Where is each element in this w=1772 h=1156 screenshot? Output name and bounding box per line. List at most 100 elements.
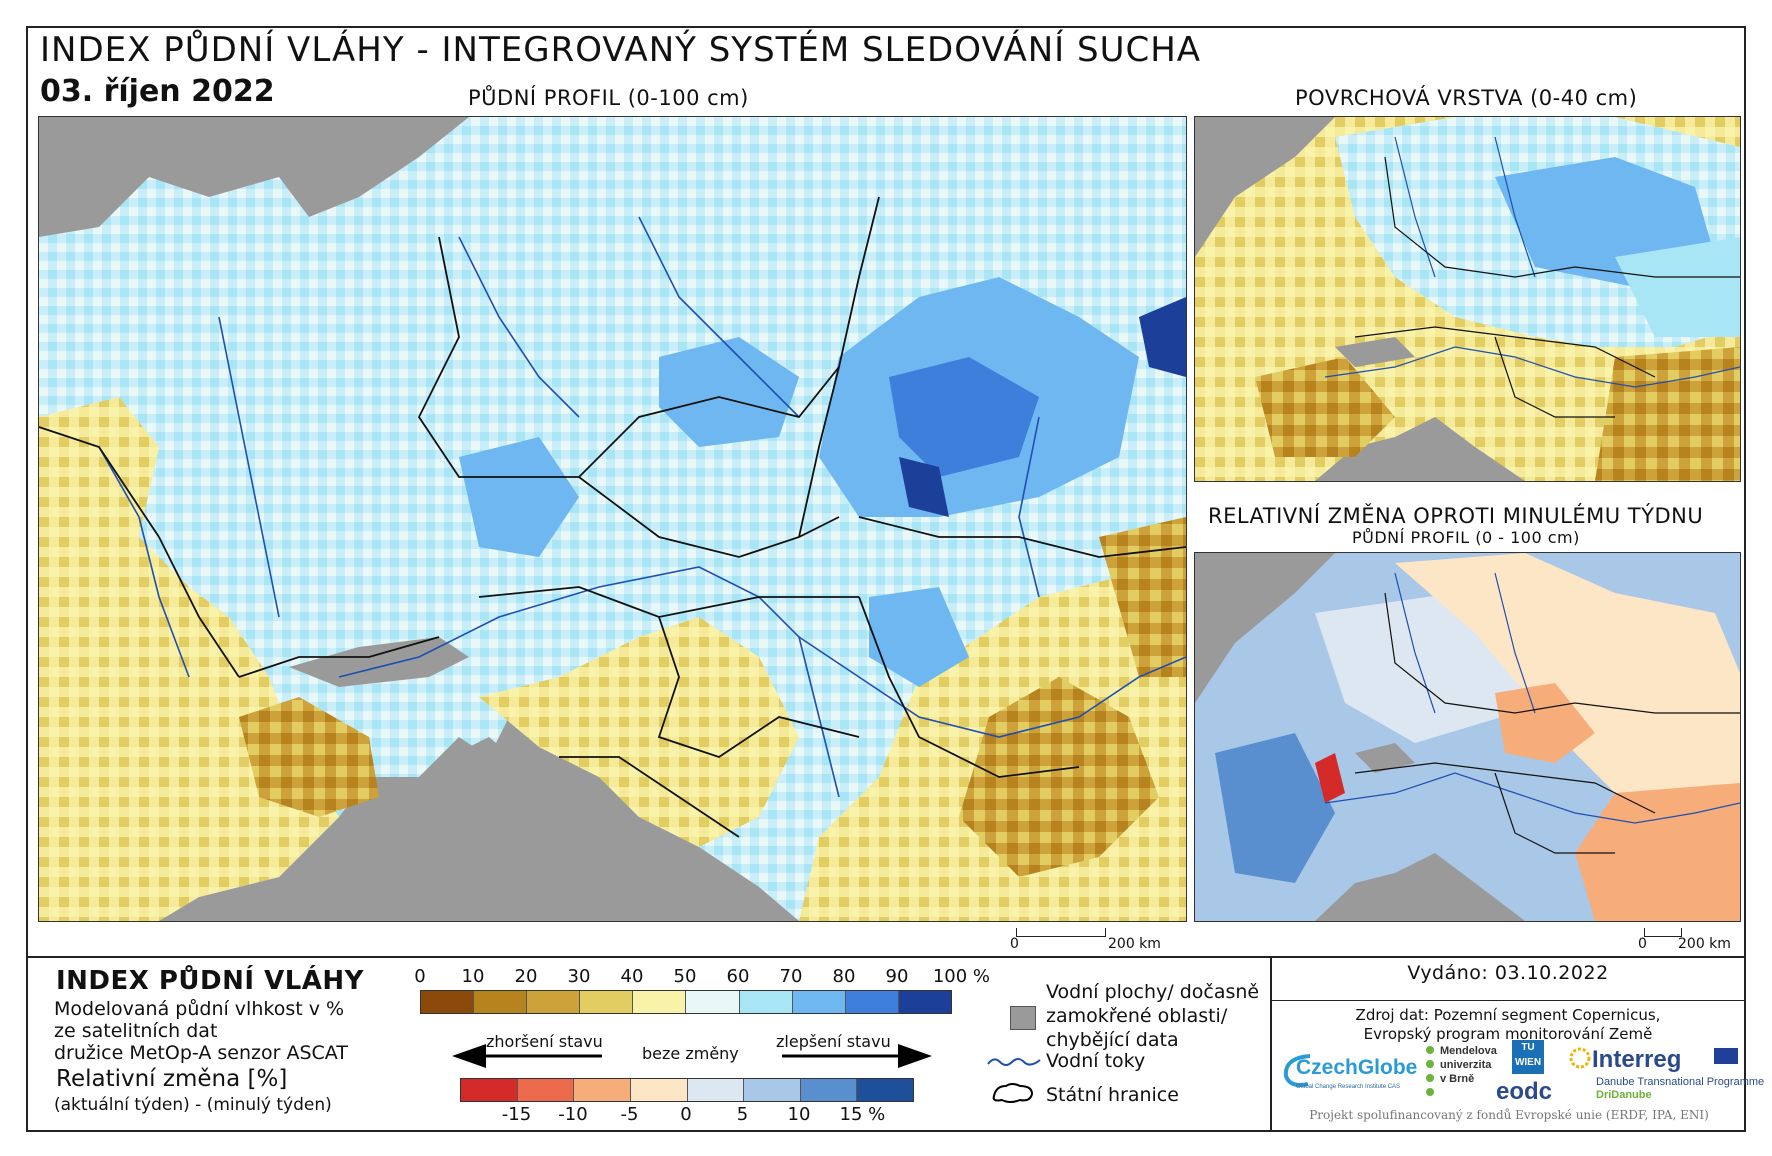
worsening-label: zhoršení stavu — [486, 1032, 603, 1051]
index-swatch — [844, 991, 898, 1013]
index-swatch — [685, 991, 739, 1013]
change-tick-label: 5 — [736, 1104, 749, 1125]
scale-zero-label: 0 — [1010, 936, 1019, 952]
main-map-graphic — [39, 117, 1186, 921]
index-swatch — [791, 991, 845, 1013]
data-source-line: Zdroj dat: Pozemní segment Copernicus, — [1355, 1006, 1661, 1024]
legend-divider — [28, 956, 1744, 958]
surface-layer-map — [1194, 116, 1741, 482]
interreg-logo: Interreg Danube Transnational Programme … — [1568, 1046, 1764, 1106]
change-tick-label: 10 — [787, 1104, 811, 1125]
issued-date: Vydáno: 03.10.2022 — [1407, 962, 1609, 984]
czechglobe-logo: CzechGlobe Global Change Research Instit… — [1280, 1050, 1417, 1100]
index-tick-label: 80 — [832, 966, 856, 987]
no-change-label: beze změny — [642, 1044, 739, 1063]
eu-flag-icon — [1714, 1048, 1738, 1064]
rivers-label: Vodní toky — [1046, 1050, 1146, 1072]
water-bodies-swatch — [1010, 1006, 1036, 1030]
info-divider — [1270, 958, 1272, 1130]
mendel-dots-icon — [1426, 1046, 1434, 1096]
change-swatch — [629, 1079, 687, 1101]
page-frame — [26, 26, 1746, 1132]
change-swatch — [573, 1079, 630, 1101]
change-swatch — [461, 1079, 517, 1101]
index-tick-label: 70 — [779, 966, 803, 987]
legend-description-2: ze satelitních dat — [54, 1020, 218, 1042]
water-bodies-label: Vodní plochy/ dočasně zamokřené oblasti/… — [1046, 980, 1259, 1052]
czechglobe-subtitle: Global Change Research Institute CAS — [1296, 1084, 1401, 1090]
czechglobe-name: CzechGlobe — [1296, 1056, 1418, 1079]
change-tick-label: -15 — [501, 1104, 532, 1125]
relative-change-title: Relativní změna [%] — [56, 1066, 288, 1092]
data-source: Zdroj dat: Pozemní segment Copernicus, E… — [1272, 1006, 1744, 1044]
index-tick-label: 20 — [514, 966, 538, 987]
change-swatch — [743, 1079, 800, 1101]
change-swatch — [686, 1079, 744, 1101]
scale-end-label: 200 km — [1678, 936, 1731, 952]
issued-divider — [1272, 1000, 1744, 1001]
arrows-graphic — [452, 1044, 932, 1068]
index-swatch — [473, 991, 527, 1013]
index-swatch — [738, 991, 792, 1013]
change-swatch — [799, 1079, 857, 1101]
small-map-scale-bar: 0 200 km — [1638, 928, 1734, 960]
main-map-scale-bar: 0 200 km — [1010, 928, 1161, 960]
change-tick-label: -5 — [620, 1104, 639, 1125]
scale-zero-label: 0 — [1638, 936, 1647, 952]
tu-wien-logo: TU WIEN — [1512, 1040, 1544, 1074]
interreg-programme: Danube Transnational Programme — [1596, 1076, 1765, 1088]
water-bodies-label-line: chybějící data — [1046, 1029, 1179, 1051]
index-tick-label: 40 — [620, 966, 644, 987]
index-tick-label: 30 — [567, 966, 591, 987]
change-tick-label: 0 — [680, 1104, 692, 1125]
index-swatch — [897, 991, 951, 1013]
mendel-name-line: v Brně — [1440, 1073, 1475, 1085]
index-tick-label: 60 — [726, 966, 750, 987]
tu-wien-name: TU WIEN — [1514, 1042, 1542, 1068]
change-tick-label: -10 — [558, 1104, 588, 1125]
main-map-soil-profile — [38, 116, 1187, 922]
index-tick-label: 0 — [414, 966, 426, 987]
mendel-university-logo: Mendelova univerzita v Brně — [1424, 1044, 1504, 1104]
issue-date-heading: 03. říjen 2022 — [40, 74, 275, 109]
index-swatch — [579, 991, 633, 1013]
index-scale-ticks: 0 10 20 30 40 50 60 70 80 90 100 % — [414, 966, 990, 990]
index-swatch — [421, 991, 474, 1013]
change-tick-label: 15 % — [839, 1104, 886, 1125]
index-tick-label: 10 — [461, 966, 485, 987]
change-color-ramp — [460, 1078, 914, 1102]
change-map-title: RELATIVNÍ ZMĚNA OPROTI MINULÉMU TÝDNU — [1208, 504, 1704, 528]
page-title: INDEX PŮDNÍ VLÁHY - INTEGROVANÝ SYSTÉM S… — [40, 30, 1202, 70]
index-tick-label: 50 — [673, 966, 697, 987]
interreg-star-icon — [1569, 1047, 1591, 1069]
relative-change-description: (aktuální týden) - (minulý týden) — [54, 1095, 332, 1115]
czechglobe-swoosh-icon — [1283, 1054, 1311, 1087]
legend-description-1: Modelovaná půdní vlhkost v % — [54, 998, 345, 1020]
index-color-ramp — [420, 990, 952, 1014]
surface-layer-map-title: POVRCHOVÁ VRSTVA (0-40 cm) — [1295, 86, 1638, 110]
change-map-subtitle: PŮDNÍ PROFIL (0 - 100 cm) — [1352, 528, 1580, 547]
index-tick-label: 90 — [885, 966, 909, 987]
legend-description-3: družice MetOp-A senzor ASCAT — [54, 1042, 348, 1064]
interreg-project: DriDanube — [1596, 1089, 1652, 1101]
index-swatch — [632, 991, 686, 1013]
water-bodies-label-line: zamokřené oblasti/ — [1046, 1005, 1228, 1027]
water-bodies-label-line: Vodní plochy/ dočasně — [1046, 981, 1260, 1003]
data-source-line: Evropský program monitorování Země — [1363, 1025, 1653, 1043]
borders-symbol — [992, 1083, 1034, 1103]
index-tick-label: 100 % — [932, 966, 991, 987]
change-swatch — [516, 1079, 574, 1101]
scale-end-label: 200 km — [1108, 936, 1161, 952]
change-direction-arrows: zhoršení stavu beze změny zlepšení stavu — [452, 1032, 932, 1072]
mendel-name-line: univerzita — [1440, 1059, 1492, 1071]
relative-change-map — [1194, 552, 1741, 922]
relative-change-map-graphic — [1195, 553, 1740, 921]
main-map-title: PŮDNÍ PROFIL (0-100 cm) — [468, 86, 749, 110]
improving-label: zlepšení stavu — [776, 1032, 891, 1051]
interreg-name: Interreg — [1592, 1046, 1682, 1073]
legend-title: INDEX PŮDNÍ VLÁHY — [56, 966, 365, 996]
rivers-symbol — [987, 1058, 1041, 1066]
mendel-name-line: Mendelova — [1440, 1045, 1497, 1057]
index-swatch — [526, 991, 580, 1013]
change-scale-ticks: -15 -10 -5 0 5 10 15 % — [460, 1104, 912, 1128]
